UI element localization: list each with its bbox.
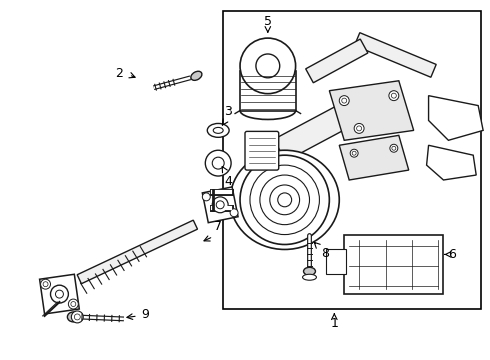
Circle shape [392, 93, 396, 98]
Circle shape [240, 38, 295, 94]
Text: 4: 4 [224, 175, 232, 188]
Circle shape [250, 165, 319, 235]
Text: 5: 5 [264, 15, 272, 28]
Circle shape [212, 197, 228, 213]
Polygon shape [274, 100, 360, 161]
Polygon shape [427, 145, 476, 180]
Polygon shape [77, 220, 197, 284]
Polygon shape [40, 274, 79, 314]
FancyBboxPatch shape [240, 71, 295, 111]
Circle shape [270, 185, 299, 215]
Circle shape [278, 193, 292, 207]
Ellipse shape [213, 127, 223, 133]
Bar [223, 11, 481, 309]
Circle shape [202, 193, 210, 201]
Polygon shape [339, 135, 409, 180]
Ellipse shape [230, 150, 339, 249]
Text: 9: 9 [141, 309, 148, 321]
Circle shape [390, 144, 398, 152]
Text: 2: 2 [115, 67, 123, 80]
Circle shape [354, 123, 364, 133]
Ellipse shape [207, 123, 229, 137]
Circle shape [69, 299, 78, 309]
Circle shape [230, 209, 238, 217]
Circle shape [357, 126, 362, 131]
Circle shape [352, 151, 356, 155]
Circle shape [43, 282, 48, 287]
Circle shape [260, 175, 310, 225]
FancyBboxPatch shape [245, 131, 279, 170]
Circle shape [339, 96, 349, 105]
Bar [344, 235, 443, 294]
Circle shape [205, 150, 231, 176]
Ellipse shape [68, 312, 79, 322]
Text: 7: 7 [214, 220, 222, 233]
Circle shape [342, 98, 347, 103]
Text: 3: 3 [224, 105, 232, 118]
Polygon shape [329, 81, 414, 140]
Circle shape [350, 149, 358, 157]
Circle shape [212, 157, 224, 169]
Ellipse shape [303, 267, 316, 275]
Circle shape [256, 54, 280, 78]
Bar [326, 249, 346, 274]
Text: 1: 1 [330, 318, 338, 330]
Circle shape [72, 311, 83, 323]
Circle shape [389, 91, 399, 100]
Circle shape [74, 314, 80, 320]
Circle shape [71, 302, 76, 306]
Circle shape [41, 279, 50, 289]
Polygon shape [429, 96, 483, 140]
Circle shape [216, 201, 224, 209]
Text: 6: 6 [448, 248, 456, 261]
Polygon shape [306, 39, 368, 83]
Circle shape [392, 146, 396, 150]
Text: 8: 8 [321, 247, 329, 261]
Circle shape [50, 285, 69, 303]
Polygon shape [354, 33, 436, 77]
Ellipse shape [302, 274, 317, 280]
Ellipse shape [191, 71, 202, 80]
Polygon shape [202, 187, 238, 223]
Circle shape [240, 155, 329, 244]
Circle shape [55, 290, 63, 298]
